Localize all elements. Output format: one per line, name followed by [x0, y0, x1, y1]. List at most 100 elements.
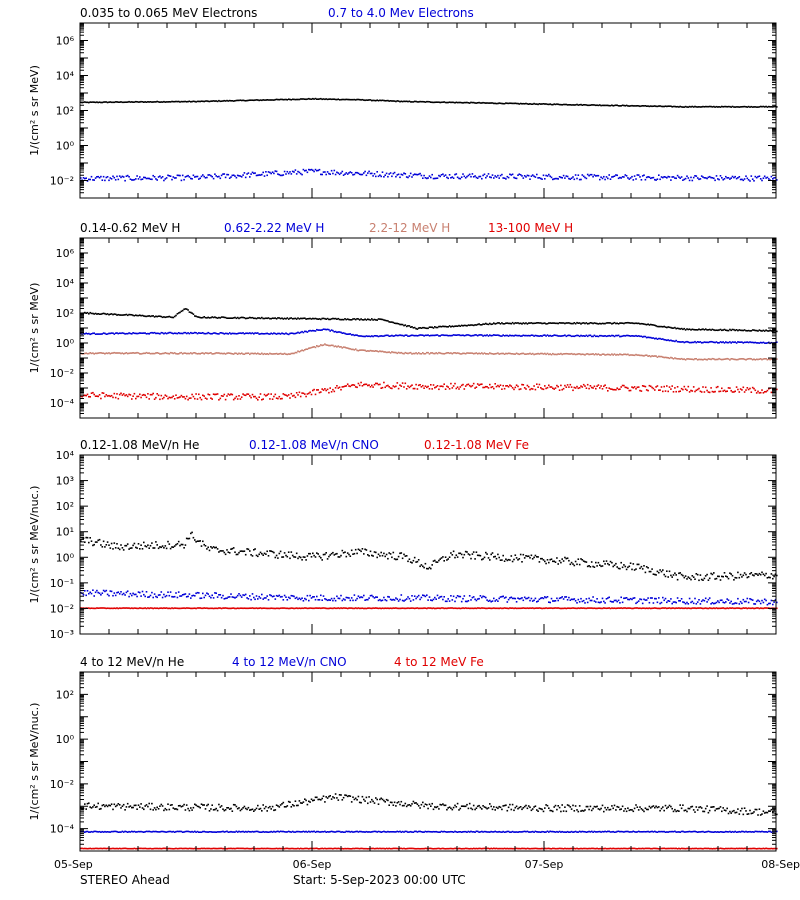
data-point [278, 607, 281, 610]
data-point [294, 396, 297, 399]
data-point [715, 601, 718, 604]
data-point [358, 596, 361, 599]
data-point [741, 576, 743, 578]
data-point [141, 178, 144, 180]
data-point [283, 352, 286, 355]
data-point [664, 597, 667, 600]
data-point [376, 171, 378, 173]
data-point [387, 384, 389, 387]
data-point [536, 334, 538, 337]
data-point [619, 353, 621, 355]
data-point [554, 103, 557, 106]
data-point [180, 607, 183, 610]
data-point [338, 99, 341, 101]
data-point [482, 558, 484, 560]
data-point [664, 356, 667, 359]
data-point [251, 352, 254, 355]
data-point [556, 557, 558, 559]
data-point [129, 178, 132, 180]
data-point [527, 103, 530, 105]
data-point [169, 175, 172, 177]
data-point [584, 322, 586, 325]
data-point [588, 597, 590, 600]
data-point [514, 386, 517, 389]
data-point [413, 326, 416, 329]
data-point [450, 177, 452, 179]
data-point [274, 556, 277, 559]
data-point [259, 317, 262, 320]
data-point [683, 341, 686, 344]
data-point [746, 106, 749, 108]
data-point [553, 353, 555, 356]
data-point [702, 359, 704, 361]
data-point [491, 102, 494, 104]
data-point [194, 539, 196, 541]
data-point [354, 599, 357, 602]
data-point [304, 597, 306, 600]
data-point [485, 353, 487, 355]
data-point [427, 385, 429, 388]
data-point [149, 544, 152, 547]
data-point [395, 558, 397, 561]
data-point [741, 106, 743, 108]
data-point [312, 552, 314, 555]
data-point [202, 540, 204, 543]
data-point [518, 558, 521, 560]
data-point [214, 592, 216, 594]
data-point [354, 334, 357, 336]
data-point [483, 607, 486, 609]
data-point [768, 341, 770, 344]
data-point [391, 599, 393, 601]
data-point [122, 353, 125, 355]
data-point [479, 102, 482, 104]
data-point [570, 561, 573, 564]
data-point [180, 595, 183, 597]
data-point [204, 545, 207, 547]
data-point [109, 101, 112, 103]
data-point [730, 329, 732, 332]
data-point [155, 332, 157, 335]
data-point [321, 388, 323, 390]
data-point [139, 548, 141, 550]
data-point [383, 335, 385, 337]
data-point [220, 332, 223, 334]
data-point [566, 353, 569, 355]
data-point [680, 598, 683, 600]
data-point [255, 99, 258, 101]
data-point [625, 322, 628, 324]
data-point [392, 335, 395, 337]
data-point [451, 352, 454, 355]
data-point [176, 332, 179, 335]
data-point [649, 323, 652, 326]
data-point [379, 99, 381, 102]
data-point [208, 549, 211, 552]
data-point [304, 607, 306, 609]
data-point [181, 353, 184, 355]
data-point [391, 607, 393, 610]
data-point [540, 103, 542, 105]
data-point [405, 598, 408, 600]
data-point [403, 352, 405, 355]
data-point [403, 600, 405, 602]
data-point [277, 317, 279, 319]
data-point [458, 177, 460, 180]
data-point [589, 353, 592, 356]
data-point [550, 386, 553, 388]
data-point [444, 352, 447, 355]
data-point [116, 332, 118, 334]
data-point [624, 597, 627, 599]
data-point [191, 393, 193, 396]
data-point [187, 174, 189, 177]
data-point [719, 599, 722, 602]
data-point [350, 172, 353, 174]
data-point [395, 322, 397, 325]
data-point [236, 316, 239, 319]
data-point [349, 348, 352, 350]
data-point [569, 334, 572, 337]
data-point [227, 317, 230, 319]
data-point [100, 101, 102, 104]
data-point [757, 342, 759, 344]
data-point [427, 568, 429, 570]
data-point [161, 596, 164, 599]
data-point [304, 330, 306, 333]
